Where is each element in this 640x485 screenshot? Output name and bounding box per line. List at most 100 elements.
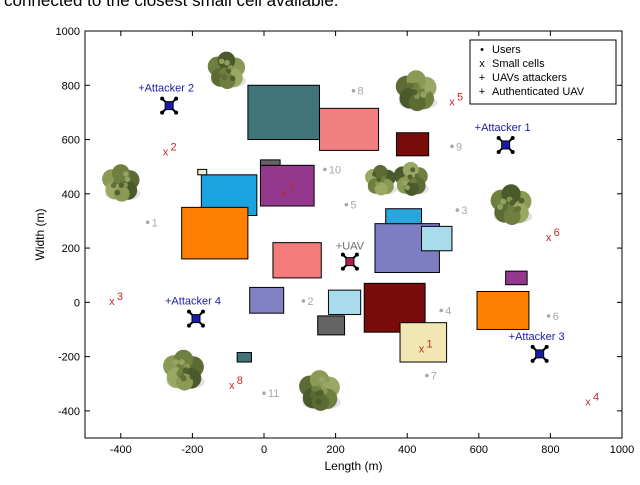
y-tick-label: 400 — [62, 189, 80, 201]
tree-leaf — [412, 178, 418, 184]
trees-layer — [102, 51, 533, 411]
tree-leaf — [180, 375, 187, 382]
tree-leaf — [317, 389, 324, 396]
legend-label: Small cells — [492, 58, 545, 70]
attacker-4: +Attacker 4 — [165, 296, 221, 328]
building-2 — [318, 107, 380, 151]
drone-rotor — [354, 252, 359, 257]
tree-leaf — [311, 385, 318, 392]
legend-label: Users — [492, 44, 521, 56]
user-marker — [301, 299, 306, 303]
y-tick-label: -400 — [58, 406, 80, 418]
tree-foliage — [503, 207, 521, 226]
x-tick-label: 200 — [326, 444, 344, 456]
user-marker — [262, 391, 266, 396]
building-20 — [259, 159, 281, 166]
tree-foliage — [175, 373, 194, 391]
drone-rotor — [174, 110, 179, 115]
user-marker — [425, 373, 429, 378]
building-11 — [385, 208, 423, 225]
building-16 — [505, 270, 528, 286]
tree-leaf — [189, 373, 196, 380]
tree-leaf — [123, 171, 129, 177]
building-15 — [476, 290, 530, 330]
tree-leaf — [176, 370, 183, 377]
building-14 — [399, 322, 448, 363]
small-cell-label: 5 — [457, 92, 463, 104]
user-marker — [546, 314, 551, 318]
tree-leaf — [118, 182, 125, 188]
legend-label: UAVs attackers — [492, 72, 567, 84]
building-9 — [327, 289, 362, 316]
attacker-label: +Attacker 3 — [509, 331, 565, 343]
tree-leaf — [372, 172, 377, 177]
tree-leaf — [424, 87, 431, 94]
legend-marker: • — [480, 44, 484, 56]
small-cell-label: 3 — [117, 291, 123, 303]
x-axis-title: Length (m) — [324, 459, 382, 473]
tree-leaf — [509, 199, 516, 206]
small-cell-marker: x — [109, 296, 115, 308]
y-tick-label: 0 — [74, 297, 80, 309]
tree-leaf — [124, 176, 131, 183]
tree-leaf — [319, 376, 326, 383]
user-marker — [351, 88, 356, 93]
small-cell-marker: x — [449, 97, 455, 109]
small-cell-marker: x — [281, 187, 287, 199]
tree-leaf — [402, 180, 408, 186]
drone-body — [501, 140, 511, 150]
small-cell-marker: x — [163, 147, 169, 159]
attacker-label: +Attacker 1 — [475, 122, 531, 134]
drone-rotor — [530, 344, 535, 349]
drone-rotor — [340, 252, 345, 257]
tree-leaf — [122, 182, 128, 188]
tree-foliage — [501, 184, 521, 204]
tree-leaf — [402, 90, 409, 97]
user-marker — [323, 167, 327, 172]
tree-leaf — [221, 74, 228, 81]
drone-body — [345, 257, 355, 267]
small-cell-marker: x — [585, 396, 591, 408]
figure-caption: connected to the closest small cell avai… — [4, 0, 339, 10]
drone-body — [164, 101, 174, 111]
tree-foliage — [113, 185, 130, 202]
attacker-3: +Attacker 3 — [509, 331, 565, 363]
legend-box — [469, 39, 617, 105]
tree-6 — [490, 184, 533, 226]
tree-5 — [393, 161, 429, 196]
user-label: 1 — [152, 217, 158, 229]
user-marker — [450, 144, 454, 149]
drone-rotor — [544, 344, 549, 349]
building-19 — [197, 168, 208, 176]
legend-marker: x — [479, 58, 485, 70]
attacker-label: +Attacker 4 — [165, 296, 221, 308]
axes-layer: -400 -200 0 200 400 600 800 1000 -400 -200 0 200 400… — [33, 26, 634, 473]
tree-leaf — [381, 175, 387, 181]
tree-leaf — [406, 82, 413, 89]
building-7 — [272, 242, 322, 279]
small-cell-label: 4 — [593, 391, 599, 403]
authenticated-uav-1: +UAV — [336, 241, 365, 271]
user-marker — [344, 202, 349, 207]
user-label: 4 — [445, 305, 451, 317]
small-cell-marker: x — [229, 380, 235, 392]
user-label: 5 — [350, 200, 356, 212]
y-tick-label: 200 — [62, 243, 80, 255]
drone-rotor — [544, 358, 549, 363]
tree-leaf — [515, 205, 522, 212]
y-tick-label: 1000 — [56, 26, 80, 38]
user-label: 8 — [358, 86, 364, 98]
tree-leaf — [309, 392, 316, 399]
tree-leaf — [410, 167, 416, 173]
axes-frame — [84, 30, 623, 439]
tree-foliage — [404, 181, 419, 196]
drone-rotor — [510, 135, 515, 140]
drone-rotor — [354, 266, 359, 271]
drone-rotor — [200, 323, 205, 328]
user-5: 5 — [344, 200, 356, 212]
drone-body — [535, 349, 545, 359]
